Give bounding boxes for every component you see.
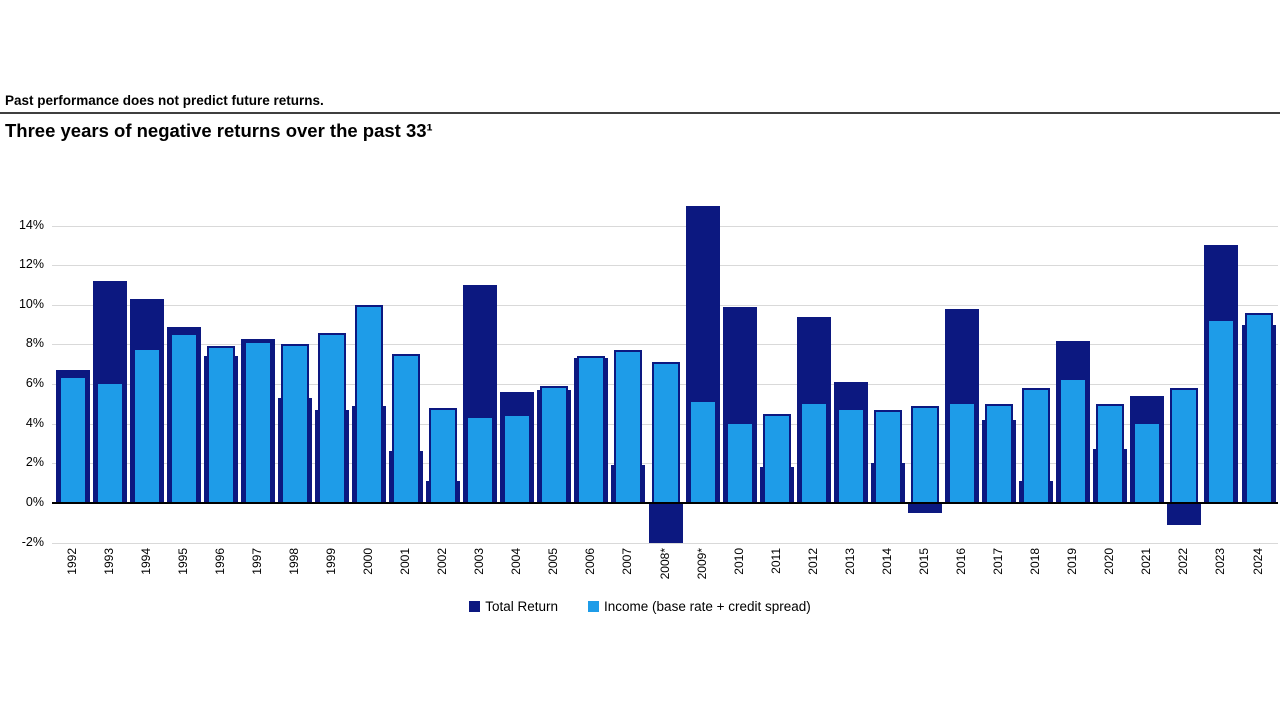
x-axis-label: 2013 [842,548,857,575]
gridline [52,344,1278,346]
x-axis-label: 1996 [212,548,227,575]
bar-income [132,348,161,503]
y-axis-tick-label: 10% [18,296,44,311]
legend-swatch-total-return [469,601,481,612]
y-axis-tick-label: 14% [18,217,44,232]
x-axis-label: 2012 [805,548,820,575]
bar-income [836,407,865,503]
bar-total-return [648,503,683,543]
bar-income [1207,318,1236,503]
x-axis-label: 2001 [398,548,413,575]
x-axis-label: 2015 [916,548,931,575]
x-axis-label: 2003 [472,548,487,575]
bar-income [503,413,532,503]
x-axis-label: 2004 [509,548,524,575]
bar-income [985,403,1014,503]
y-axis-tick-label: 0% [25,495,44,509]
gridline [52,542,1278,544]
x-axis-label: 2006 [583,548,598,575]
bar-income [280,344,309,503]
bar-income [243,340,272,503]
y-axis-tick-label: 12% [18,257,44,272]
x-axis-label: 1999 [323,548,338,575]
legend-label: Total Return [485,599,559,614]
bar-income [1133,421,1162,503]
bar-income [169,332,198,503]
x-axis-label: 2002 [435,548,450,575]
header-divider [0,112,1280,114]
bar-income [317,332,346,503]
y-axis-tick-label: 8% [25,336,44,351]
bar-income [725,421,754,503]
bar-income [577,356,606,503]
y-axis-tick-label: 2% [25,455,44,470]
legend-label: Income (base rate + credit spread) [604,599,811,614]
x-axis-label: 2019 [1065,548,1080,575]
x-axis-label: 2024 [1250,548,1265,575]
bar-income [948,401,976,503]
x-axis-label: 2018 [1028,548,1043,575]
bar-income [873,409,902,503]
x-axis-label: 2023 [1213,548,1228,575]
bar-income [1096,403,1125,503]
gridline [52,225,1278,227]
x-axis-label: 2010 [731,548,746,575]
bar-income [910,405,939,503]
bar-income [429,407,458,503]
x-axis-label: 2022 [1176,548,1191,575]
x-axis-line [52,502,1278,504]
bar-total-return [907,503,942,513]
x-axis-label: 2014 [879,548,894,575]
y-axis-tick-label: 6% [25,376,44,391]
bar-income [762,413,791,503]
bar-income [466,415,495,503]
x-axis-label: 1997 [249,548,264,575]
x-axis-label: 2020 [1102,548,1117,575]
bar-income [614,350,643,503]
y-axis-tick-label: 4% [25,415,44,430]
legend-item: Income (base rate + credit spread) [588,599,811,614]
bar-income [799,401,828,503]
x-axis-label: 2021 [1139,548,1154,575]
gridline [52,304,1278,306]
x-axis-label: 1992 [64,548,79,575]
bar-income [392,354,421,503]
legend: Total Return Income (base rate + credit s… [0,599,1280,614]
bar-income [95,382,124,503]
x-axis-label: 2000 [361,548,375,575]
bar-income [1059,378,1088,503]
chart-title: Three years of negative returns over the… [5,120,433,141]
bar-income [206,346,235,503]
x-axis-label: 1998 [286,548,301,575]
bar-income [688,399,717,503]
gridline [52,265,1278,267]
x-axis-label: 2005 [546,548,561,575]
x-axis-label: 2009* [694,548,709,580]
bar-income [355,304,383,503]
bar-total-return [1167,503,1202,525]
bar-income [1022,388,1051,503]
disclaimer-text: Past performance does not predict future… [5,93,324,108]
x-axis-label: 2007 [620,548,635,575]
bar-income [540,386,569,503]
x-axis-label: 1993 [101,548,116,575]
x-axis-label: 2017 [991,548,1006,575]
x-axis-label: 1994 [138,548,153,575]
bar-income [1244,312,1273,503]
bar-income [651,362,680,503]
x-axis-label: 1995 [175,548,190,575]
y-axis-tick-label: -2% [21,534,44,549]
x-axis-label: 2016 [954,548,968,575]
bar-income [1170,388,1199,503]
legend-swatch-income [588,601,600,612]
x-axis-label: 2011 [768,548,783,574]
legend-item: Total Return [469,599,558,614]
x-axis-label: 2008* [657,548,672,580]
bar-income [58,376,87,503]
